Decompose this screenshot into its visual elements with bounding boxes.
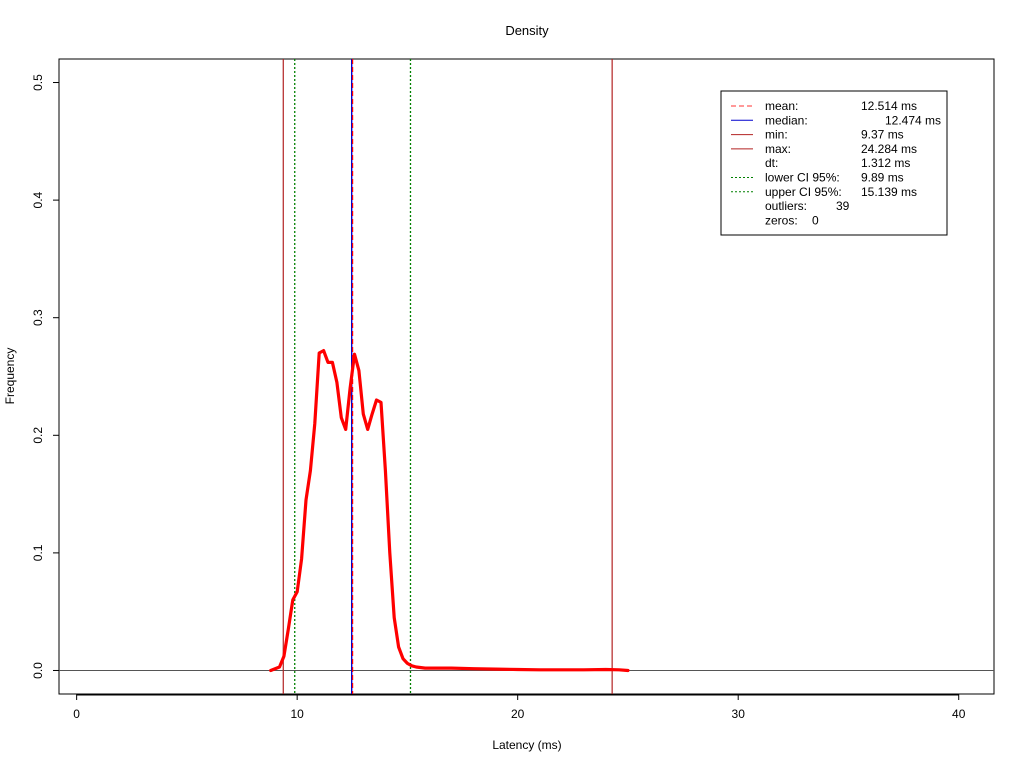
legend-label: lower CI 95%: (765, 171, 840, 185)
legend-label: median: (765, 113, 808, 127)
legend-value: 9.37 ms (861, 128, 904, 142)
legend-label: max: (765, 142, 791, 156)
y-tick-label: 0.0 (31, 662, 45, 679)
x-tick-label: 0 (73, 707, 80, 721)
x-tick-label: 10 (290, 707, 304, 721)
legend-label: upper CI 95%: (765, 185, 842, 199)
y-tick-label: 0.3 (31, 309, 45, 326)
legend-box (720, 90, 948, 236)
legend-value: 24.284 ms (861, 142, 917, 156)
x-tick-label: 30 (732, 707, 746, 721)
y-tick-label: 0.2 (31, 427, 45, 444)
x-tick-label: 40 (952, 707, 966, 721)
legend-label: dt: (765, 156, 778, 170)
legend: mean: 12.514 ms median: 12.474 ms min: 9.37 m… (720, 90, 948, 236)
x-axis-label: Latency (ms) (492, 738, 561, 752)
legend-value: 15.139 ms (861, 185, 917, 199)
legend-label: min: (765, 128, 788, 142)
legend-value: 9.89 ms (861, 171, 904, 185)
x-tick-label: 20 (511, 707, 525, 721)
legend-label: outliers: (765, 199, 807, 213)
legend-value: 0 (812, 213, 819, 227)
y-tick-label: 0.4 (31, 191, 45, 208)
density-line (269, 349, 630, 673)
legend-value: 39 (836, 199, 850, 213)
chart-title: Density (505, 23, 549, 38)
legend-label: mean: (765, 99, 798, 113)
y-tick-label: 0.5 (31, 74, 45, 91)
legend-value: 1.312 ms (861, 156, 910, 170)
y-tick-label: 0.1 (31, 544, 45, 561)
axes: 0 10 20 30 40 0.0 0.1 0.2 0.3 0.4 0.5 (31, 74, 966, 721)
legend-value: 12.474 ms (885, 113, 941, 127)
legend-value: 12.514 ms (861, 99, 917, 113)
density-series (269, 349, 630, 673)
y-axis-label: Frequency (3, 348, 17, 405)
legend-label: zeros: (765, 213, 798, 227)
